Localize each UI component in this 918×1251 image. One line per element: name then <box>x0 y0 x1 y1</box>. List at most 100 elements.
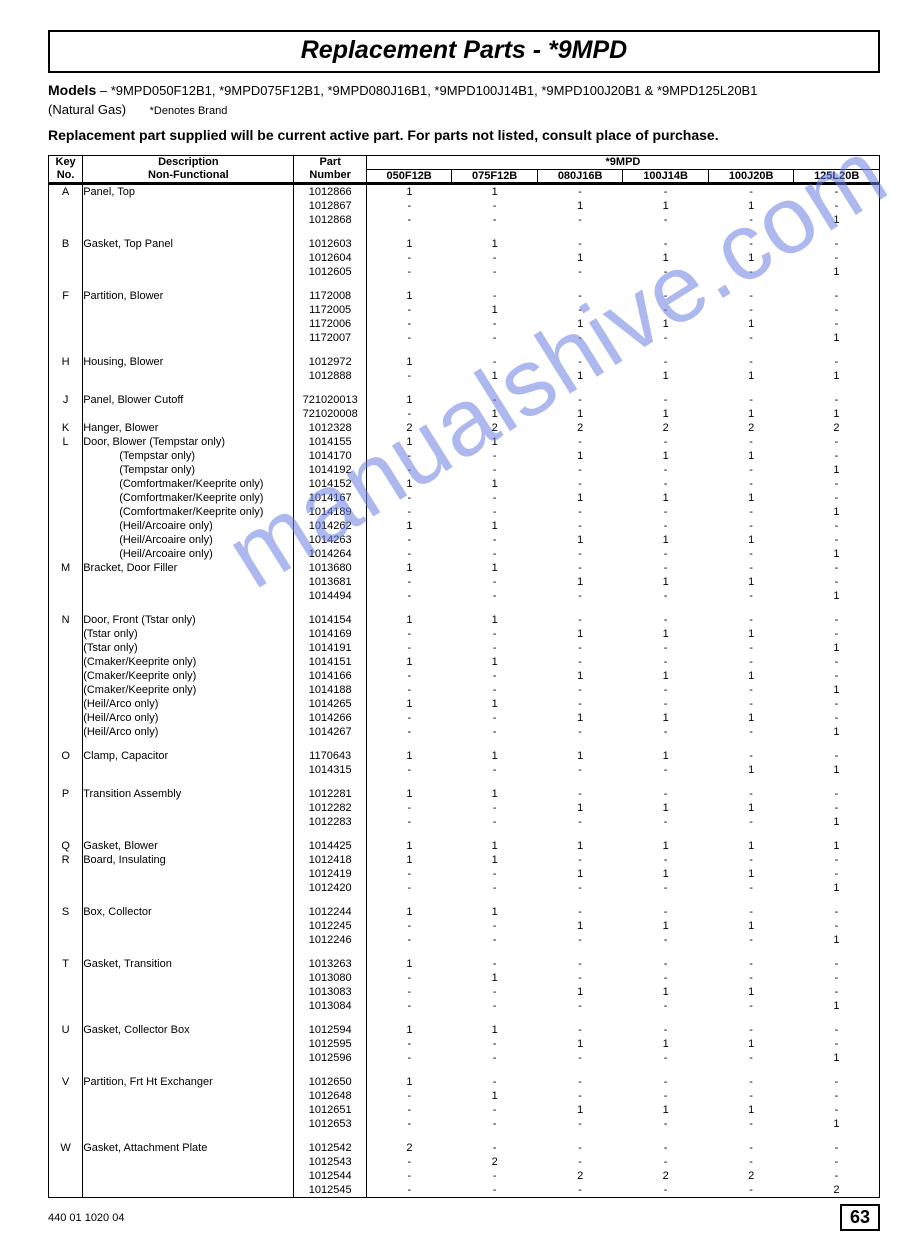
table-row: (Heil/Arco only)101426511---- <box>49 697 880 711</box>
cell-value: 1 <box>537 839 623 853</box>
cell-value: - <box>537 1117 623 1131</box>
cell-key <box>49 407 83 421</box>
cell-value: - <box>708 355 794 369</box>
cell-value: - <box>794 561 880 575</box>
table-row: 1012282--111- <box>49 801 880 815</box>
cell-value: 1 <box>794 547 880 561</box>
cell-desc <box>83 999 294 1013</box>
cell-value: - <box>708 749 794 763</box>
cell-value: - <box>537 787 623 801</box>
table-row: KHanger, Blower1012328222222 <box>49 421 880 435</box>
cell-value: - <box>366 303 452 317</box>
cell-value: 1 <box>366 839 452 853</box>
cell-key <box>49 331 83 345</box>
cell-value: - <box>452 265 538 279</box>
cell-value: - <box>708 1117 794 1131</box>
cell-key <box>49 919 83 933</box>
table-row: 1012283-----1 <box>49 815 880 829</box>
gap-row <box>49 279 880 289</box>
cell-value: - <box>623 463 709 477</box>
cell-value: - <box>794 787 880 801</box>
cell-value: - <box>623 1117 709 1131</box>
cell-desc <box>83 1169 294 1183</box>
cell-part: 1013083 <box>294 985 366 999</box>
cell-value: - <box>708 505 794 519</box>
cell-part: 1012596 <box>294 1051 366 1065</box>
cell-value: 1 <box>537 1103 623 1117</box>
cell-key <box>49 547 83 561</box>
cell-value: - <box>794 627 880 641</box>
table-row: (Heil/Arco only)1014266--111- <box>49 711 880 725</box>
cell-value: - <box>537 1141 623 1155</box>
cell-key <box>49 303 83 317</box>
cell-desc: (Comfortmaker/Keeprite only) <box>83 477 294 491</box>
gap-row <box>49 227 880 237</box>
cell-value: - <box>623 331 709 345</box>
cell-value: - <box>708 1141 794 1155</box>
cell-value: - <box>366 683 452 697</box>
cell-part: 1013080 <box>294 971 366 985</box>
cell-desc <box>83 303 294 317</box>
cell-key: B <box>49 237 83 251</box>
cell-value: - <box>537 331 623 345</box>
cell-key: R <box>49 853 83 867</box>
cell-value: 1 <box>452 407 538 421</box>
cell-part: 1014425 <box>294 839 366 853</box>
cell-part: 1012246 <box>294 933 366 947</box>
table-row: 1012653-----1 <box>49 1117 880 1131</box>
cell-value: 1 <box>452 369 538 383</box>
cell-value: - <box>537 477 623 491</box>
col-model: 125L20B <box>794 169 880 184</box>
cell-key: H <box>49 355 83 369</box>
cell-desc <box>83 1103 294 1117</box>
cell-value: - <box>537 613 623 627</box>
cell-desc <box>83 213 294 227</box>
table-row: BGasket, Top Panel101260311---- <box>49 237 880 251</box>
cell-value: - <box>366 971 452 985</box>
cell-value: 1 <box>366 905 452 919</box>
cell-key <box>49 999 83 1013</box>
cell-value: 1 <box>452 519 538 533</box>
cell-value: 1 <box>366 289 452 303</box>
cell-value: 1 <box>708 919 794 933</box>
cell-value: - <box>708 787 794 801</box>
cell-value: - <box>537 971 623 985</box>
cell-value: 1 <box>366 519 452 533</box>
cell-value: - <box>623 1075 709 1089</box>
cell-desc <box>83 933 294 947</box>
table-row: 1013083--111- <box>49 985 880 999</box>
cell-value: 1 <box>708 317 794 331</box>
cell-value: 1 <box>366 561 452 575</box>
cell-value: 1 <box>366 477 452 491</box>
cell-value: - <box>537 815 623 829</box>
cell-value: - <box>366 213 452 227</box>
cell-key <box>49 1183 83 1198</box>
footer-code: 440 01 1020 04 <box>48 1212 124 1224</box>
cell-desc: (Comfortmaker/Keeprite only) <box>83 491 294 505</box>
cell-value: - <box>537 655 623 669</box>
cell-value: 1 <box>794 1051 880 1065</box>
cell-desc <box>83 763 294 777</box>
table-row: HHousing, Blower10129721----- <box>49 355 880 369</box>
cell-value: - <box>623 725 709 739</box>
cell-key <box>49 1051 83 1065</box>
cell-desc <box>83 1117 294 1131</box>
col-key: KeyNo. <box>49 155 83 183</box>
cell-value: 1 <box>537 669 623 683</box>
cell-value: 2 <box>366 1141 452 1155</box>
cell-value: - <box>452 683 538 697</box>
cell-value: 1 <box>623 867 709 881</box>
cell-desc: (Tempstar only) <box>83 449 294 463</box>
cell-value: 1 <box>452 435 538 449</box>
cell-part: 1014169 <box>294 627 366 641</box>
cell-value: - <box>623 1051 709 1065</box>
cell-value: - <box>452 317 538 331</box>
cell-value: 1 <box>366 393 452 407</box>
cell-value: 1 <box>708 839 794 853</box>
cell-key: V <box>49 1075 83 1089</box>
cell-value: - <box>794 853 880 867</box>
table-row: 1014494-----1 <box>49 589 880 603</box>
table-row: 1012544--222- <box>49 1169 880 1183</box>
cell-key <box>49 683 83 697</box>
cell-value: 1 <box>366 957 452 971</box>
